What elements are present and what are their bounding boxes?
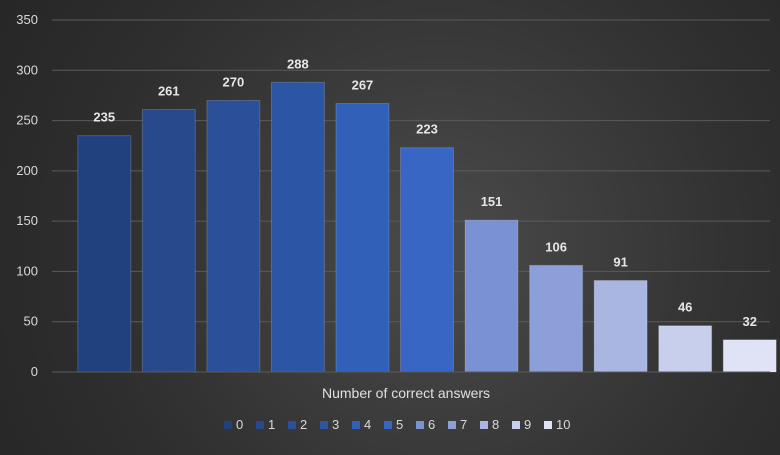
data-label-0: 235 (93, 110, 115, 125)
y-axis-ticks: 0 50 100 150 200 250 300 350 (16, 12, 38, 379)
bars (77, 81, 777, 373)
y-tick-label: 50 (24, 314, 38, 329)
data-label-8: 91 (613, 254, 627, 269)
y-tick-label: 150 (16, 213, 38, 228)
legend-label-2: 2 (300, 417, 307, 432)
legend-label-1: 1 (268, 417, 275, 432)
y-tick-label: 200 (16, 163, 38, 178)
legend-swatch-3 (320, 421, 328, 429)
legend-label-10: 10 (556, 417, 570, 432)
bar-3 (270, 81, 325, 373)
legend-swatch-5 (384, 421, 392, 429)
bar-0 (77, 135, 132, 373)
data-labels: 235 261 270 288 267 223 151 106 91 46 32 (93, 56, 757, 328)
data-label-5: 223 (416, 122, 438, 137)
y-tick-label: 350 (16, 12, 38, 27)
y-tick-label: 300 (16, 62, 38, 77)
data-label-3: 288 (287, 56, 309, 71)
bar-8 (593, 279, 648, 373)
legend-label-9: 9 (524, 417, 531, 432)
legend-swatch-0 (224, 421, 232, 429)
bar-9 (658, 325, 713, 373)
y-tick-label: 250 (16, 113, 38, 128)
legend-label-4: 4 (364, 417, 371, 432)
data-label-1: 261 (158, 84, 180, 99)
data-label-9: 46 (678, 300, 692, 315)
y-tick-label: 0 (31, 364, 38, 379)
legend: 0 1 2 3 4 5 6 7 8 9 10 (224, 417, 570, 432)
data-label-10: 32 (742, 314, 756, 329)
legend-label-6: 6 (428, 417, 435, 432)
bar-6 (464, 219, 519, 373)
legend-swatch-6 (416, 421, 424, 429)
data-label-7: 106 (545, 239, 567, 254)
legend-swatch-4 (352, 421, 360, 429)
legend-label-7: 7 (460, 417, 467, 432)
data-label-4: 267 (352, 77, 374, 92)
data-label-6: 151 (481, 194, 503, 209)
legend-label-5: 5 (396, 417, 403, 432)
bar-10 (722, 339, 777, 373)
legend-swatch-9 (512, 421, 520, 429)
bar-1 (141, 109, 196, 373)
legend-swatch-7 (448, 421, 456, 429)
legend-swatch-2 (288, 421, 296, 429)
bar-5 (400, 147, 454, 373)
legend-swatch-8 (480, 421, 488, 429)
bar-7 (529, 264, 584, 373)
y-tick-label: 100 (16, 263, 38, 278)
legend-label-0: 0 (236, 417, 243, 432)
data-label-2: 270 (223, 74, 245, 89)
legend-swatch-10 (544, 421, 552, 429)
bar-2 (206, 99, 261, 373)
legend-label-8: 8 (492, 417, 499, 432)
bar-4 (335, 102, 390, 373)
x-axis-title: Number of correct answers (322, 385, 490, 401)
legend-swatch-1 (256, 421, 264, 429)
legend-label-3: 3 (332, 417, 339, 432)
